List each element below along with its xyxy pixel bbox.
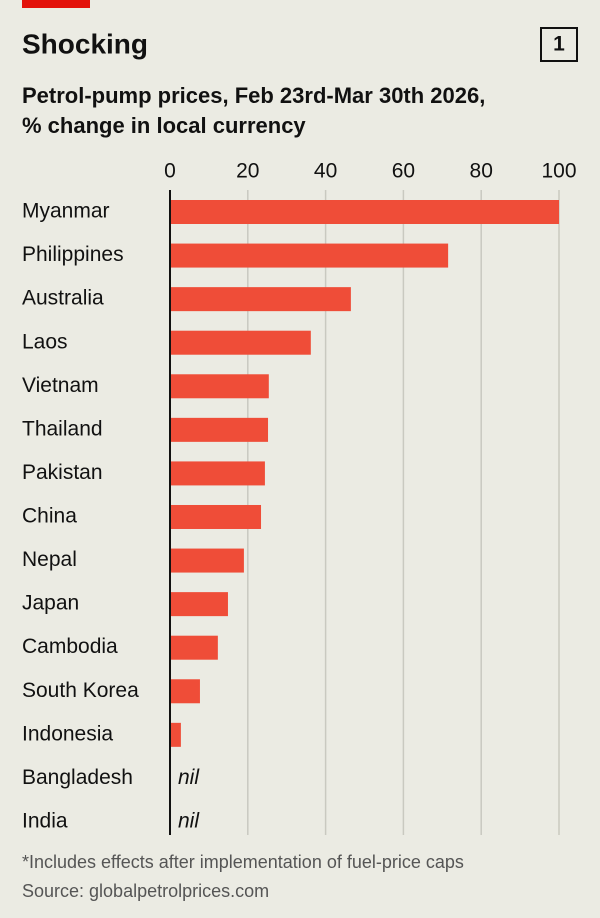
x-tick-label: 0 <box>164 160 176 183</box>
category-label: Nepal <box>22 548 77 571</box>
category-label: Thailand <box>22 417 103 440</box>
footnote: *Includes effects after implementation o… <box>22 852 464 872</box>
badge: 1 <box>553 33 565 56</box>
bar <box>170 200 559 224</box>
bar <box>170 635 218 660</box>
bar <box>170 417 269 442</box>
bar <box>170 679 200 704</box>
bar <box>170 243 449 268</box>
bar <box>170 287 351 312</box>
x-tick-label: 80 <box>470 160 493 183</box>
category-label: Cambodia <box>22 635 118 658</box>
badge-box <box>540 27 578 62</box>
bar <box>170 548 244 573</box>
value-label: nil <box>178 810 200 833</box>
chart-title: Shocking <box>22 28 148 59</box>
category-label: Japan <box>22 592 79 615</box>
category-label: Myanmar <box>22 200 110 223</box>
category-label: Philippines <box>22 243 124 266</box>
x-tick-label: 100 <box>541 160 576 183</box>
category-label: Bangladesh <box>22 766 133 789</box>
category-label: Vietnam <box>22 374 99 397</box>
source: Source: globalpetrolprices.com <box>22 881 269 901</box>
subtitle: Petrol-pump prices, Feb 23rd-Mar 30th 20… <box>22 83 485 108</box>
category-label: Pakistan <box>22 461 103 484</box>
value-label: nil <box>178 766 200 789</box>
category-label: Indonesia <box>22 722 113 745</box>
bar <box>170 330 311 355</box>
category-label: South Korea <box>22 679 139 702</box>
x-tick-label: 20 <box>236 160 259 183</box>
category-label: India <box>22 810 68 833</box>
x-tick-label: 60 <box>392 160 415 183</box>
bar <box>170 592 228 617</box>
category-label: Laos <box>22 330 68 353</box>
bar <box>170 722 181 747</box>
bar <box>170 374 269 399</box>
brand-bar <box>22 0 90 8</box>
category-label: China <box>22 505 77 528</box>
subtitle: % change in local currency <box>22 113 306 138</box>
x-tick-label: 40 <box>314 160 337 183</box>
bar <box>170 461 265 486</box>
category-label: Australia <box>22 287 104 310</box>
bar <box>170 504 262 529</box>
